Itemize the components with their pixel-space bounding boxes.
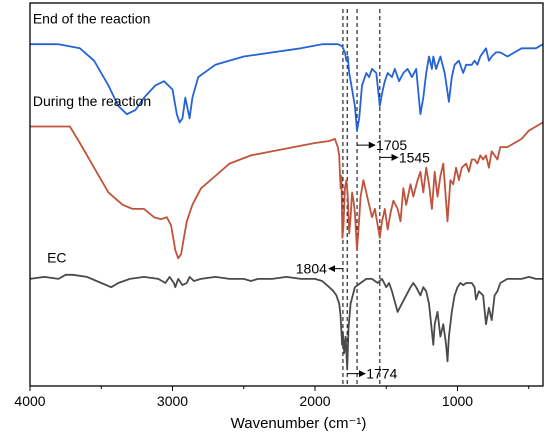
x-tick-label-4000: 4000: [14, 393, 45, 409]
x-axis-title: Wavenumber (cm⁻¹): [231, 415, 367, 432]
series-line-2: [29, 273, 543, 371]
series-line-0: [30, 43, 544, 132]
series-line-1: [30, 121, 544, 260]
plot-frame: [29, 2, 544, 387]
series-label-0: End of the reaction: [33, 11, 151, 27]
series-label-1: During the reaction: [33, 93, 151, 109]
series-label-2: EC: [47, 249, 66, 265]
x-tick-label-3000: 3000: [157, 393, 188, 409]
annotation-label-1774: 1774: [366, 366, 397, 382]
plot-area: End of the reaction During the reaction EC…: [14, 2, 544, 409]
annotation-label-1545: 1545: [399, 149, 430, 165]
x-tick-label-2000: 2000: [299, 393, 330, 409]
annotation-label-1705: 1705: [376, 137, 407, 153]
annotation-label-1804: 1804: [296, 261, 327, 277]
x-tick-label-1000: 1000: [442, 393, 473, 409]
